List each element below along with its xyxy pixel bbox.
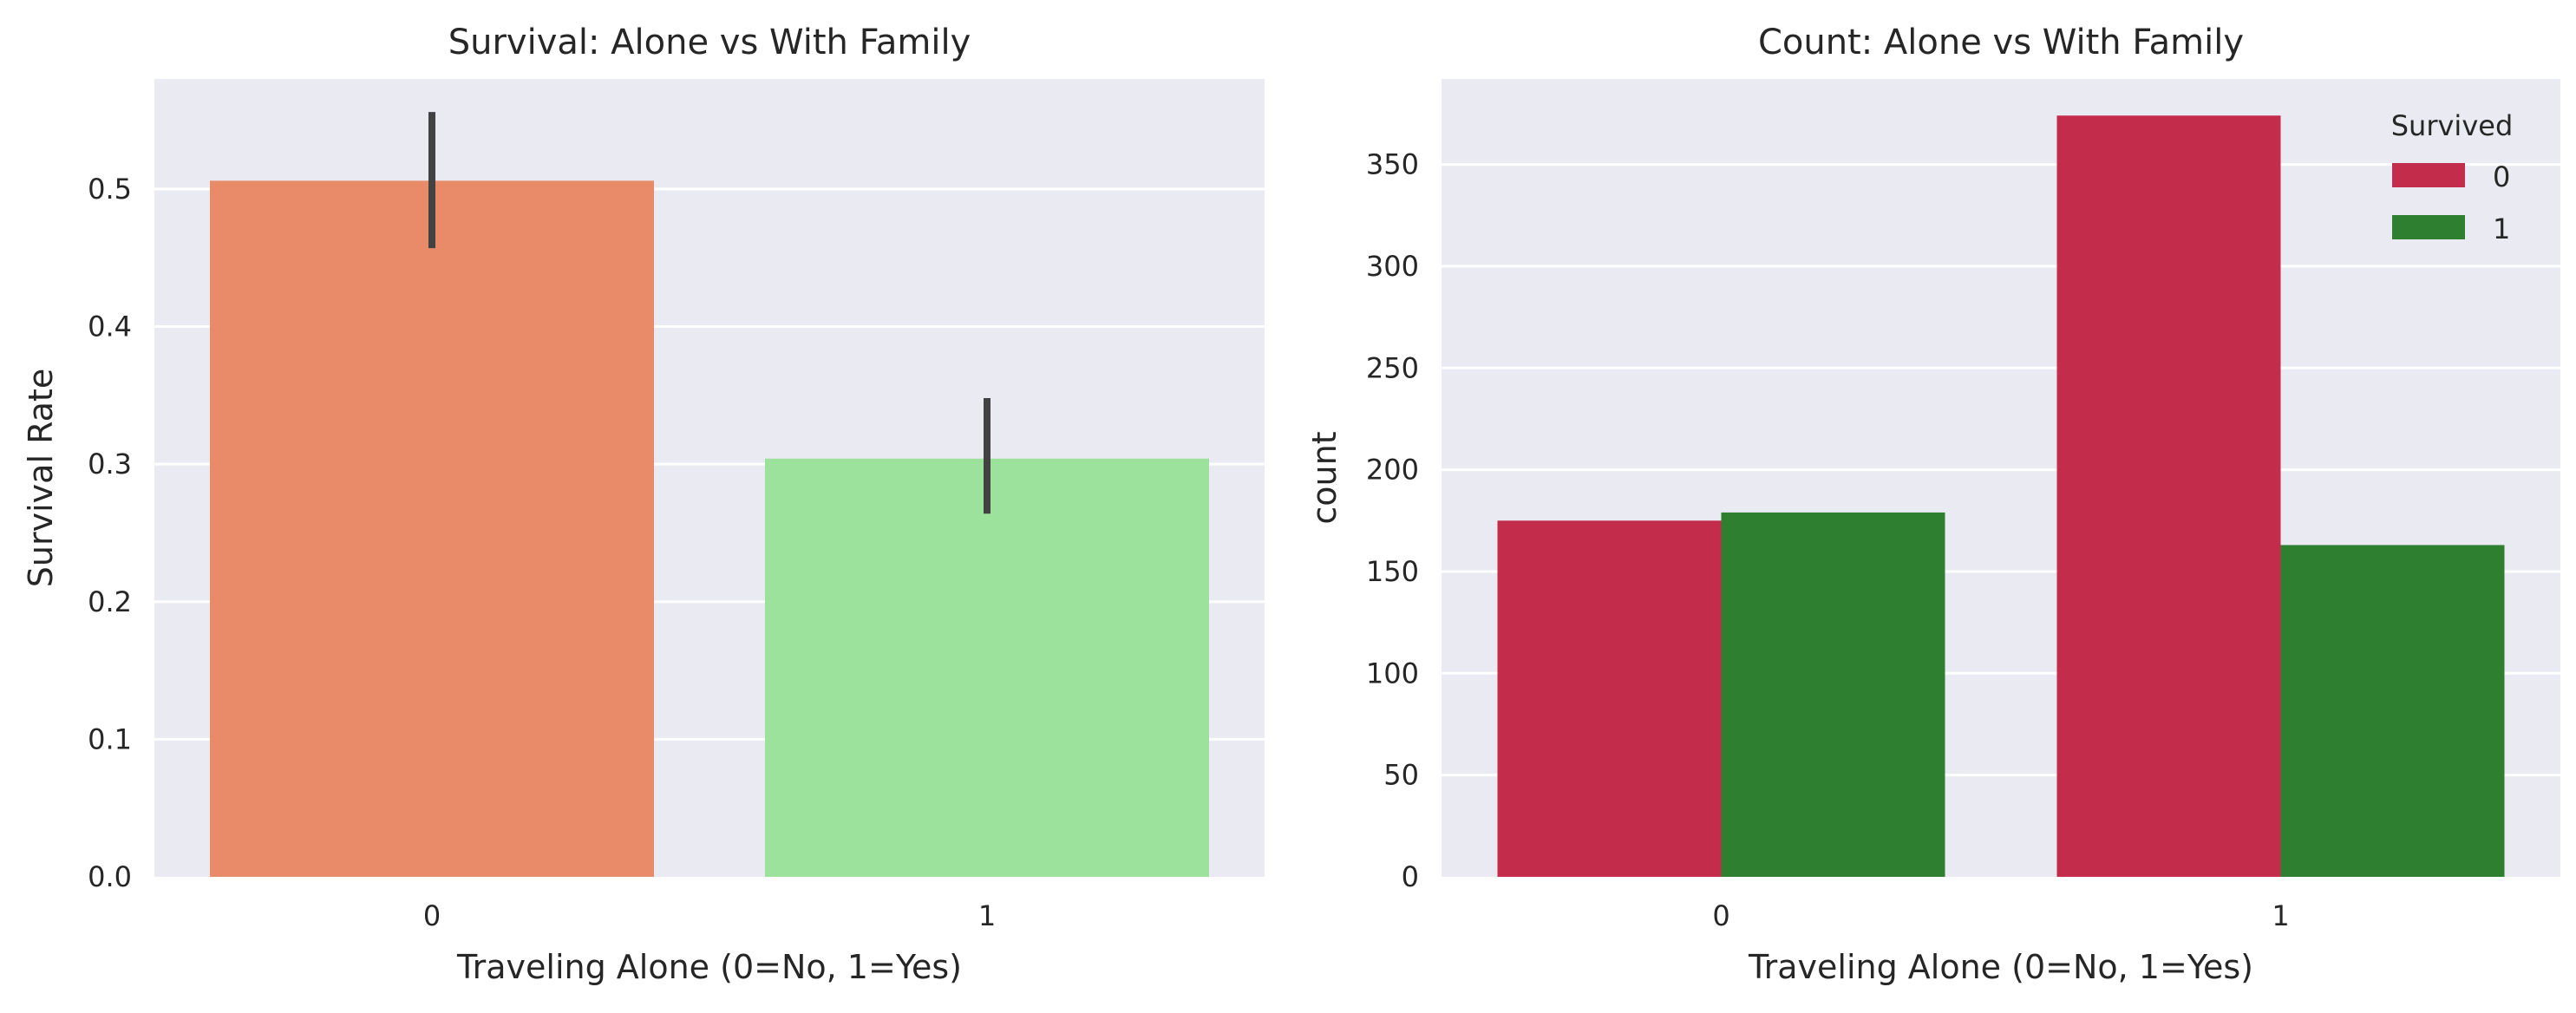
right-y-tick-label: 0 (1402, 860, 1419, 893)
y-ticks-left: 0.0 0.1 0.2 0.3 0.4 0.5 (88, 173, 132, 893)
bars-left (210, 180, 1209, 878)
right-y-tick-label: 150 (1366, 555, 1419, 588)
right-y-tick-label: 350 (1366, 148, 1419, 181)
left-x-tick-label: 1 (978, 899, 996, 932)
bar-count-1-survived-1 (2280, 545, 2505, 877)
right-y-tick-label: 50 (1383, 759, 1419, 792)
left-y-tick-label: 0.1 (88, 722, 132, 755)
right-y-tick-label: 100 (1366, 657, 1419, 689)
x-axis-label-right: Traveling Alone (0=No, 1=Yes) (1748, 948, 2253, 986)
right-y-tick-label: 200 (1366, 454, 1419, 487)
left-y-tick-label: 0.0 (88, 860, 132, 893)
legend-swatch-1 (2392, 215, 2465, 239)
bar-survival-rate-1 (765, 458, 1209, 877)
bar-count-1-survived-0 (2056, 115, 2281, 878)
legend: Survived 0 1 (2391, 109, 2514, 245)
legend-label-1: 1 (2493, 212, 2510, 245)
left-y-tick-label: 0.4 (88, 310, 132, 343)
left-y-tick-label: 0.5 (88, 173, 132, 206)
bar-count-0-survived-0 (1497, 520, 1722, 877)
legend-label-0: 0 (2493, 160, 2510, 193)
right-y-tick-label: 300 (1366, 250, 1419, 283)
bars-right (1497, 115, 2505, 878)
chart-title-right: Count: Alone vs With Family (1758, 23, 2244, 62)
bar-survival-rate-0 (210, 180, 654, 878)
left-y-tick-label: 0.2 (88, 585, 132, 618)
x-axis-label-left: Traveling Alone (0=No, 1=Yes) (456, 948, 962, 986)
y-ticks-right: 0 50 100 150 200 250 300 350 (1366, 148, 1419, 893)
right-y-tick-label: 250 (1366, 351, 1419, 384)
legend-swatch-0 (2392, 163, 2465, 187)
left-x-tick-label: 0 (423, 899, 441, 932)
left-y-tick-label: 0.3 (88, 448, 132, 480)
legend-title: Survived (2391, 109, 2514, 142)
y-axis-label-right: count (1305, 431, 1344, 524)
bar-count-0-survived-1 (1721, 512, 1945, 877)
error-bars-left (428, 112, 991, 514)
right-x-tick-label: 0 (1712, 899, 1729, 932)
right-x-tick-label: 1 (2272, 899, 2289, 932)
y-axis-label-left: Survival Rate (22, 369, 60, 587)
chart-title-left: Survival: Alone vs With Family (448, 23, 971, 62)
